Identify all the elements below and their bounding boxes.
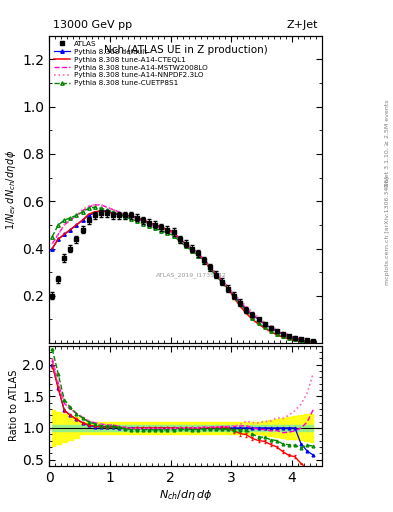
Text: Z+Jet: Z+Jet (287, 20, 318, 31)
Text: mcplots.cern.ch [arXiv:1306.3436]: mcplots.cern.ch [arXiv:1306.3436] (385, 176, 389, 285)
Y-axis label: $1/N_{ev}\,dN_{ch}/d\eta\,d\phi$: $1/N_{ev}\,dN_{ch}/d\eta\,d\phi$ (4, 150, 18, 229)
Text: Nch (ATLAS UE in Z production): Nch (ATLAS UE in Z production) (104, 45, 268, 55)
Y-axis label: Ratio to ATLAS: Ratio to ATLAS (9, 370, 20, 441)
Text: 13000 GeV pp: 13000 GeV pp (53, 20, 132, 31)
Legend: ATLAS, Pythia 8.308 default, Pythia 8.308 tune-A14-CTEQL1, Pythia 8.308 tune-A14: ATLAS, Pythia 8.308 default, Pythia 8.30… (53, 39, 209, 88)
Text: ATLAS_2019_I1735142: ATLAS_2019_I1735142 (156, 272, 227, 279)
Text: Rivet 3.1.10, ≥ 2.5M events: Rivet 3.1.10, ≥ 2.5M events (385, 100, 389, 187)
X-axis label: $N_{ch}/d\eta\,d\phi$: $N_{ch}/d\eta\,d\phi$ (159, 487, 213, 502)
